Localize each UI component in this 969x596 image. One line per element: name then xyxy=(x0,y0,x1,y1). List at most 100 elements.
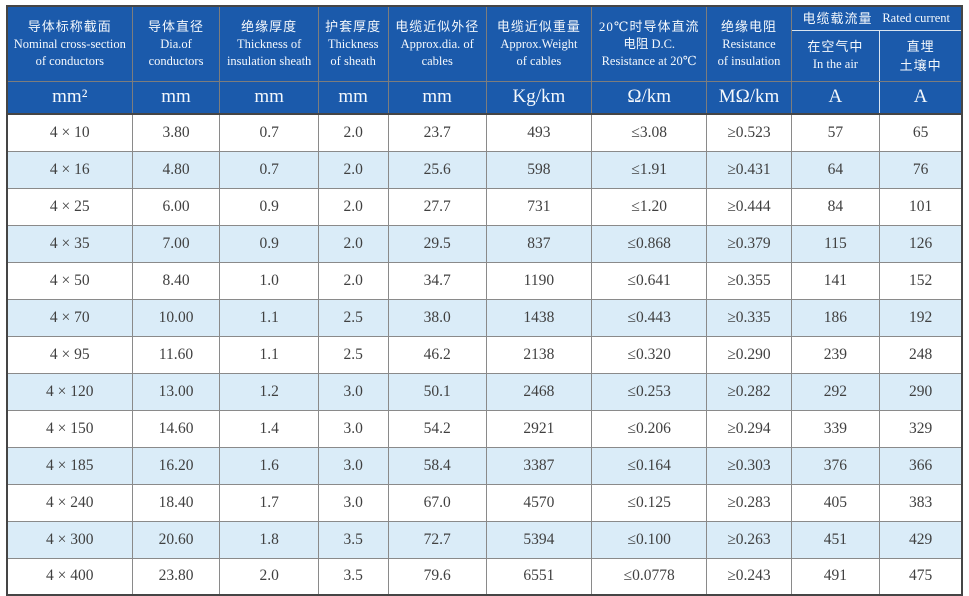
cell-approx-dia: 58.4 xyxy=(387,446,487,485)
cell-cross-section: 4 × 70 xyxy=(6,298,133,337)
cell-approx-weight: 598 xyxy=(485,150,592,189)
cell-dc-resistance: ≤0.253 xyxy=(590,372,708,411)
cell-conductor-dia: 20.60 xyxy=(131,520,221,559)
cell-approx-weight: 1438 xyxy=(485,298,592,337)
cell-insulation-thickness: 0.7 xyxy=(219,150,319,189)
col-header-zh: 在空气中 xyxy=(807,39,864,55)
unit-conductor-dia: mm xyxy=(131,80,221,115)
col-header-en: insulation sheath xyxy=(226,54,312,69)
cell-insulation-resistance: ≥0.431 xyxy=(706,150,792,189)
cell-approx-dia: 38.0 xyxy=(387,298,487,337)
cell-dc-resistance: ≤0.206 xyxy=(590,409,708,448)
table-row: 4 × 70 10.00 1.1 2.5 38.0 1438 ≤0.443 ≥0.335 186… xyxy=(6,298,963,337)
col-header-approx-weight: 电缆近似重量 Approx.Weight of cables xyxy=(485,5,592,82)
cell-dc-resistance: ≤0.0778 xyxy=(590,557,708,596)
cell-approx-dia: 27.7 xyxy=(387,187,487,226)
col-header-zh: 绝缘厚度 xyxy=(241,18,298,34)
col-header-insulation-thickness: 绝缘厚度 Thickness of insulation sheath xyxy=(219,5,319,82)
cell-sheath-thickness: 3.5 xyxy=(317,557,389,596)
cell-current-buried: 76 xyxy=(879,150,963,189)
cell-current-in-air: 84 xyxy=(790,187,881,226)
cell-approx-dia: 25.6 xyxy=(387,150,487,189)
col-header-en: of sheath xyxy=(330,54,376,69)
unit-insulation-thickness: mm xyxy=(219,80,319,115)
cell-approx-weight: 2468 xyxy=(485,372,592,411)
cell-insulation-resistance: ≥0.263 xyxy=(706,520,792,559)
cell-conductor-dia: 3.80 xyxy=(131,113,221,152)
cell-current-in-air: 376 xyxy=(790,446,881,485)
unit-approx-dia: mm xyxy=(387,80,487,115)
cell-approx-weight: 837 xyxy=(485,224,592,263)
cell-conductor-dia: 16.20 xyxy=(131,446,221,485)
cell-insulation-resistance: ≥0.444 xyxy=(706,187,792,226)
cell-sheath-thickness: 2.0 xyxy=(317,224,389,263)
cell-approx-dia: 46.2 xyxy=(387,335,487,374)
cell-sheath-thickness: 3.0 xyxy=(317,483,389,522)
cell-current-in-air: 292 xyxy=(790,372,881,411)
table-row: 4 × 185 16.20 1.6 3.0 58.4 3387 ≤0.164 ≥0.303 37… xyxy=(6,446,963,485)
cell-approx-weight: 493 xyxy=(485,113,592,152)
col-header-zh: 导体标称截面 xyxy=(27,18,112,34)
cell-approx-dia: 23.7 xyxy=(387,113,487,152)
cell-insulation-thickness: 1.6 xyxy=(219,446,319,485)
table-row: 4 × 25 6.00 0.9 2.0 27.7 731 ≤1.20 ≥0.444 84 101 xyxy=(6,187,963,226)
col-header-en: of conductors xyxy=(35,54,104,69)
table-row: 4 × 35 7.00 0.9 2.0 29.5 837 ≤0.868 ≥0.379 115 12… xyxy=(6,224,963,263)
cell-dc-resistance: ≤0.100 xyxy=(590,520,708,559)
cell-dc-resistance: ≤1.91 xyxy=(590,150,708,189)
col-header-zh: 护套厚度 xyxy=(325,18,382,34)
cell-insulation-resistance: ≥0.379 xyxy=(706,224,792,263)
table-row: 4 × 50 8.40 1.0 2.0 34.7 1190 ≤0.641 ≥0.355 141 1… xyxy=(6,261,963,300)
cell-cross-section: 4 × 120 xyxy=(6,372,133,411)
cell-approx-dia: 54.2 xyxy=(387,409,487,448)
cell-current-in-air: 339 xyxy=(790,409,881,448)
table-row: 4 × 16 4.80 0.7 2.0 25.6 598 ≤1.91 ≥0.431 64 76 xyxy=(6,150,963,189)
cell-insulation-thickness: 2.0 xyxy=(219,557,319,596)
cell-approx-dia: 50.1 xyxy=(387,372,487,411)
cell-cross-section: 4 × 400 xyxy=(6,557,133,596)
cell-current-buried: 290 xyxy=(879,372,963,411)
col-header-en: of insulation xyxy=(717,54,781,69)
col-header-mixed: 电阻 D.C. xyxy=(623,36,676,51)
col-header-conductor-dia: 导体直径 Dia.of conductors xyxy=(131,5,221,82)
col-header-en: In the air xyxy=(812,57,858,72)
cell-current-buried: 101 xyxy=(879,187,963,226)
cell-current-buried: 65 xyxy=(879,113,963,152)
cell-dc-resistance: ≤3.08 xyxy=(590,113,708,152)
cell-conductor-dia: 23.80 xyxy=(131,557,221,596)
cell-current-buried: 152 xyxy=(879,261,963,300)
col-header-current-buried: 直埋 土壤中 xyxy=(879,29,963,82)
cell-cross-section: 4 × 16 xyxy=(6,150,133,189)
cell-cross-section: 4 × 50 xyxy=(6,261,133,300)
cell-cross-section: 4 × 95 xyxy=(6,335,133,374)
table-row: 4 × 120 13.00 1.2 3.0 50.1 2468 ≤0.253 ≥0.282 29… xyxy=(6,372,963,411)
cell-cross-section: 4 × 35 xyxy=(6,224,133,263)
cell-sheath-thickness: 3.0 xyxy=(317,409,389,448)
table-row: 4 × 400 23.80 2.0 3.5 79.6 6551 ≤0.0778 ≥0.243 4… xyxy=(6,557,963,596)
cell-approx-weight: 2921 xyxy=(485,409,592,448)
cell-dc-resistance: ≤0.443 xyxy=(590,298,708,337)
cell-approx-dia: 72.7 xyxy=(387,520,487,559)
cell-insulation-thickness: 1.1 xyxy=(219,335,319,374)
col-header-zh: 电缆近似外径 xyxy=(395,18,480,34)
cell-approx-weight: 1190 xyxy=(485,261,592,300)
cell-insulation-thickness: 0.9 xyxy=(219,187,319,226)
unit-current-buried: A xyxy=(879,80,963,115)
cell-sheath-thickness: 2.5 xyxy=(317,335,389,374)
cell-dc-resistance: ≤0.641 xyxy=(590,261,708,300)
cell-insulation-resistance: ≥0.523 xyxy=(706,113,792,152)
cell-conductor-dia: 14.60 xyxy=(131,409,221,448)
cell-insulation-resistance: ≥0.290 xyxy=(706,335,792,374)
cell-conductor-dia: 10.00 xyxy=(131,298,221,337)
cell-current-buried: 126 xyxy=(879,224,963,263)
cell-current-buried: 475 xyxy=(879,557,963,596)
cell-current-in-air: 57 xyxy=(790,113,881,152)
unit-current-in-air: A xyxy=(790,80,881,115)
col-header-insulation-resistance: 绝缘电阻 Resistance of insulation xyxy=(706,5,792,82)
col-group-rated-current: 电缆载流量 Rated current xyxy=(790,5,963,31)
cell-current-in-air: 141 xyxy=(790,261,881,300)
col-header-en: Thickness xyxy=(327,36,379,51)
cell-conductor-dia: 8.40 xyxy=(131,261,221,300)
cell-current-in-air: 186 xyxy=(790,298,881,337)
col-header-en: of cables xyxy=(516,54,562,69)
